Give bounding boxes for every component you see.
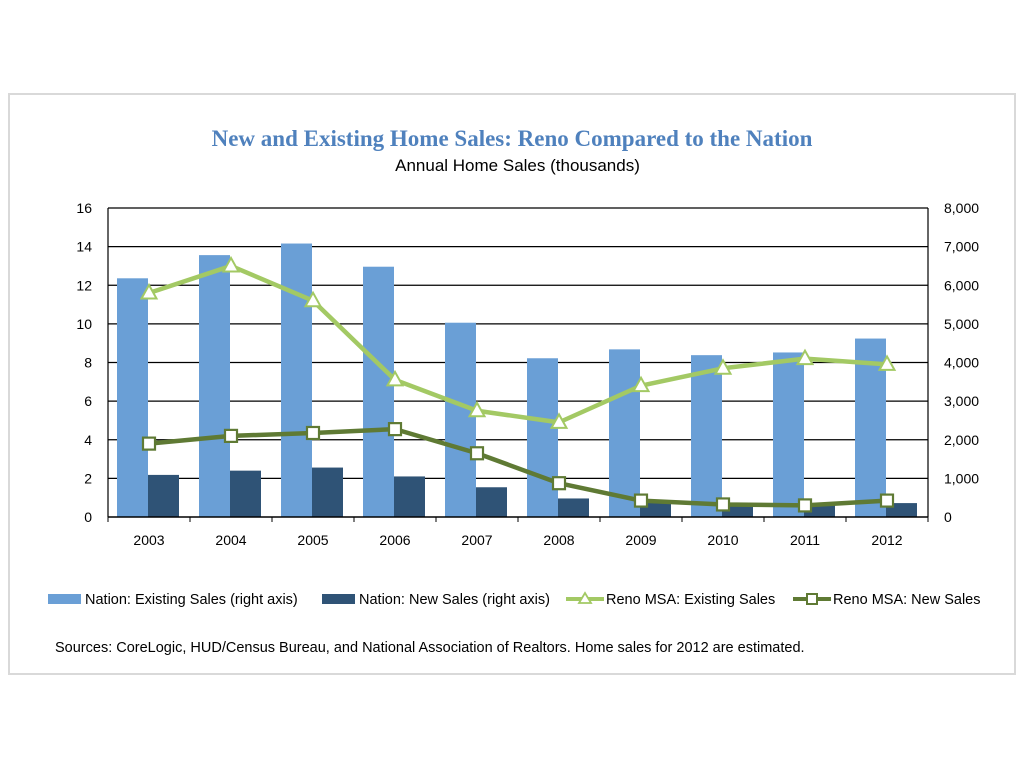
line-reno-existing bbox=[148, 263, 888, 425]
x-tick-label: 2010 bbox=[707, 532, 738, 548]
bar-nation-new bbox=[476, 487, 507, 517]
bar-nation-existing bbox=[281, 243, 312, 517]
bar-nation-existing bbox=[773, 352, 804, 517]
marker-reno-existing bbox=[795, 348, 815, 366]
y-tick-label-right: 8,000 bbox=[944, 200, 979, 216]
bar-nation-existing bbox=[117, 278, 148, 517]
marker-reno-existing bbox=[303, 290, 323, 308]
y-tick-label-left: 4 bbox=[84, 432, 92, 448]
y-tick-label-left: 12 bbox=[76, 277, 92, 293]
bar-nation-new bbox=[230, 470, 261, 517]
x-tick-label: 2006 bbox=[379, 532, 410, 548]
bar-nation-existing bbox=[691, 355, 722, 517]
marker-reno-existing bbox=[877, 354, 897, 371]
x-tick-label: 2003 bbox=[133, 532, 164, 548]
marker-reno-existing bbox=[385, 369, 405, 387]
marker-reno-existing bbox=[549, 412, 569, 429]
y-tick-label-left: 2 bbox=[84, 470, 92, 486]
marker-reno-new bbox=[469, 446, 485, 461]
marker-reno-new bbox=[141, 436, 157, 451]
x-tick-label: 2008 bbox=[543, 532, 574, 548]
bar-nation-existing bbox=[199, 255, 230, 517]
y-tick-label-right: 3,000 bbox=[944, 393, 979, 409]
legend-label: Reno MSA: New Sales bbox=[833, 592, 980, 608]
y-tick-label-right: 7,000 bbox=[944, 239, 979, 255]
marker-reno-existing bbox=[713, 358, 733, 375]
legend-label: Reno MSA: Existing Sales bbox=[606, 592, 775, 608]
y-tick-label-left: 0 bbox=[84, 509, 92, 525]
y-tick-label-left: 8 bbox=[84, 355, 92, 371]
legend-marker bbox=[577, 591, 593, 604]
bar-nation-new bbox=[804, 505, 835, 517]
y-tick-label-right: 6,000 bbox=[944, 277, 979, 293]
marker-reno-new bbox=[551, 476, 567, 491]
chart-subtitle: Annual Home Sales (thousands) bbox=[395, 156, 640, 175]
y-tick-label-right: 5,000 bbox=[944, 316, 979, 332]
x-tick-label: 2011 bbox=[790, 532, 820, 548]
y-tick-label-right: 1,000 bbox=[944, 470, 979, 486]
y-tick-label-left: 6 bbox=[84, 393, 92, 409]
marker-reno-new bbox=[305, 425, 321, 441]
marker-reno-existing bbox=[631, 375, 651, 393]
y-tick-label-left: 16 bbox=[76, 200, 92, 216]
marker-reno-existing bbox=[467, 400, 487, 418]
marker-reno-new bbox=[223, 428, 239, 443]
x-tick-label: 2005 bbox=[297, 532, 328, 548]
marker-reno-new bbox=[797, 498, 813, 513]
bar-nation-existing bbox=[609, 349, 640, 517]
legend-swatch bbox=[322, 594, 355, 604]
y-tick-label-right: 4,000 bbox=[944, 355, 979, 371]
legend-label: Nation: Existing Sales (right axis) bbox=[85, 592, 298, 608]
line-reno-new bbox=[148, 426, 888, 508]
chart-frame bbox=[8, 93, 1016, 675]
marker-reno-new bbox=[715, 497, 731, 512]
marker-reno-existing bbox=[139, 282, 159, 300]
bar-nation-new bbox=[148, 474, 179, 517]
legend-marker bbox=[806, 593, 818, 605]
x-tick-label: 2004 bbox=[215, 532, 246, 548]
marker-reno-new bbox=[879, 493, 895, 508]
x-tick-label: 2007 bbox=[461, 532, 492, 548]
y-tick-label-right: 2,000 bbox=[944, 432, 979, 448]
x-tick-label: 2012 bbox=[871, 532, 902, 548]
marker-reno-existing bbox=[221, 255, 241, 273]
source-note: Sources: CoreLogic, HUD/Census Bureau, a… bbox=[55, 640, 805, 656]
x-tick-label: 2009 bbox=[625, 532, 656, 548]
marker-reno-new bbox=[387, 422, 403, 437]
bar-nation-existing bbox=[445, 322, 476, 517]
legend-label: Nation: New Sales (right axis) bbox=[359, 592, 550, 608]
bar-nation-new bbox=[394, 476, 425, 517]
marker-reno-new bbox=[633, 493, 649, 508]
legend-swatch bbox=[48, 594, 81, 604]
bar-nation-existing bbox=[363, 266, 394, 517]
chart-title: New and Existing Home Sales: Reno Compar… bbox=[211, 126, 813, 151]
y-tick-label-left: 14 bbox=[76, 239, 92, 255]
y-tick-label-right: 0 bbox=[944, 509, 952, 525]
y-tick-label-left: 10 bbox=[76, 316, 92, 332]
bar-nation-new bbox=[312, 467, 343, 517]
bar-nation-new bbox=[558, 498, 589, 517]
bar-nation-existing bbox=[527, 358, 558, 517]
